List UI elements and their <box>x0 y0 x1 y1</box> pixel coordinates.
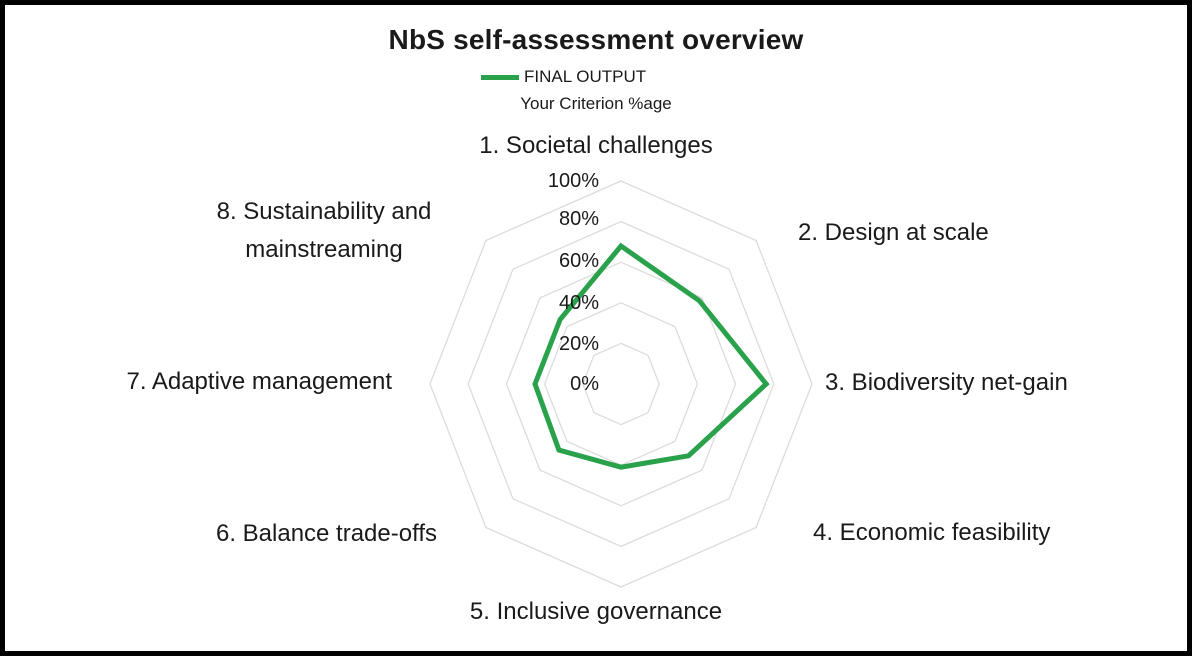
legend-series-label: FINAL OUTPUT <box>524 67 647 86</box>
axis-label-biodiversity-net-gain: 3. Biodiversity net-gain <box>825 369 1068 396</box>
legend-line-swatch-icon <box>481 74 519 80</box>
tick-label-40: 40% <box>558 292 599 314</box>
radar-grid-ring-60 <box>505 261 737 507</box>
radar-grid-ring-100 <box>429 180 813 588</box>
radar-series-0 <box>532 242 770 470</box>
radar-plot <box>429 180 813 588</box>
radar-grid-ring-80 <box>467 220 775 548</box>
tick-label-100: 100% <box>547 170 599 192</box>
axis-label-economic-feasibility: 4. Economic feasibility <box>813 519 1051 546</box>
axis-label-adaptive-management: 7. Adaptive management <box>126 368 392 395</box>
chart-title: NbS self-assessment overview <box>388 24 804 55</box>
tick-label-0: 0% <box>570 373 599 395</box>
axis-label-design-at-scale: 2. Design at scale <box>798 219 989 246</box>
tick-label-80: 80% <box>558 208 599 230</box>
radar-grid-ring-20 <box>582 342 660 426</box>
legend: FINAL OUTPUT <box>481 67 646 87</box>
legend-sublabel: Your Criterion %age <box>520 94 672 113</box>
axis-label-societal-challenges: 1. Societal challenges <box>479 132 713 159</box>
axis-label-balance-trade-offs: 6. Balance trade-offs <box>215 520 437 547</box>
tick-label-60: 60% <box>558 250 599 272</box>
axis-label-inclusive-governance: 5. Inclusive governance <box>469 598 723 625</box>
axis-label-sustainability-mainstreaming: 8. Sustainability and mainstreaming <box>216 198 432 263</box>
tick-label-20: 20% <box>558 333 599 355</box>
